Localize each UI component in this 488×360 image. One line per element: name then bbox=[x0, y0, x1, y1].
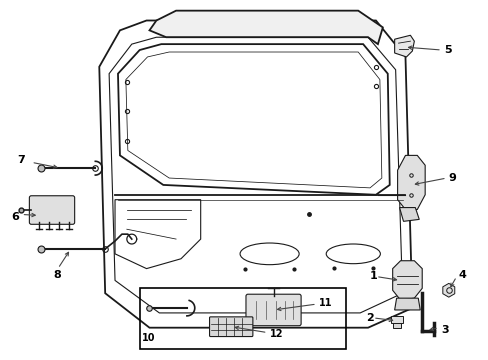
Polygon shape bbox=[397, 156, 424, 210]
Bar bbox=[140, 288, 346, 349]
Polygon shape bbox=[399, 208, 418, 221]
Text: 1: 1 bbox=[369, 271, 377, 282]
Text: 10: 10 bbox=[142, 333, 155, 342]
FancyBboxPatch shape bbox=[29, 196, 75, 224]
Text: 12: 12 bbox=[269, 329, 283, 339]
Text: 4: 4 bbox=[458, 270, 466, 279]
Bar bbox=[392, 323, 400, 328]
FancyBboxPatch shape bbox=[209, 317, 252, 337]
Polygon shape bbox=[149, 11, 382, 44]
Text: 6: 6 bbox=[12, 212, 20, 222]
Text: 5: 5 bbox=[443, 45, 450, 55]
Bar bbox=[390, 316, 402, 323]
Text: 2: 2 bbox=[366, 313, 373, 323]
FancyBboxPatch shape bbox=[245, 294, 301, 326]
Text: 3: 3 bbox=[440, 325, 447, 335]
Polygon shape bbox=[394, 35, 413, 57]
Polygon shape bbox=[392, 261, 421, 300]
Text: 11: 11 bbox=[318, 298, 332, 308]
Text: 8: 8 bbox=[53, 270, 61, 279]
Polygon shape bbox=[394, 298, 419, 310]
Text: 7: 7 bbox=[18, 155, 25, 165]
Text: 9: 9 bbox=[448, 173, 456, 183]
